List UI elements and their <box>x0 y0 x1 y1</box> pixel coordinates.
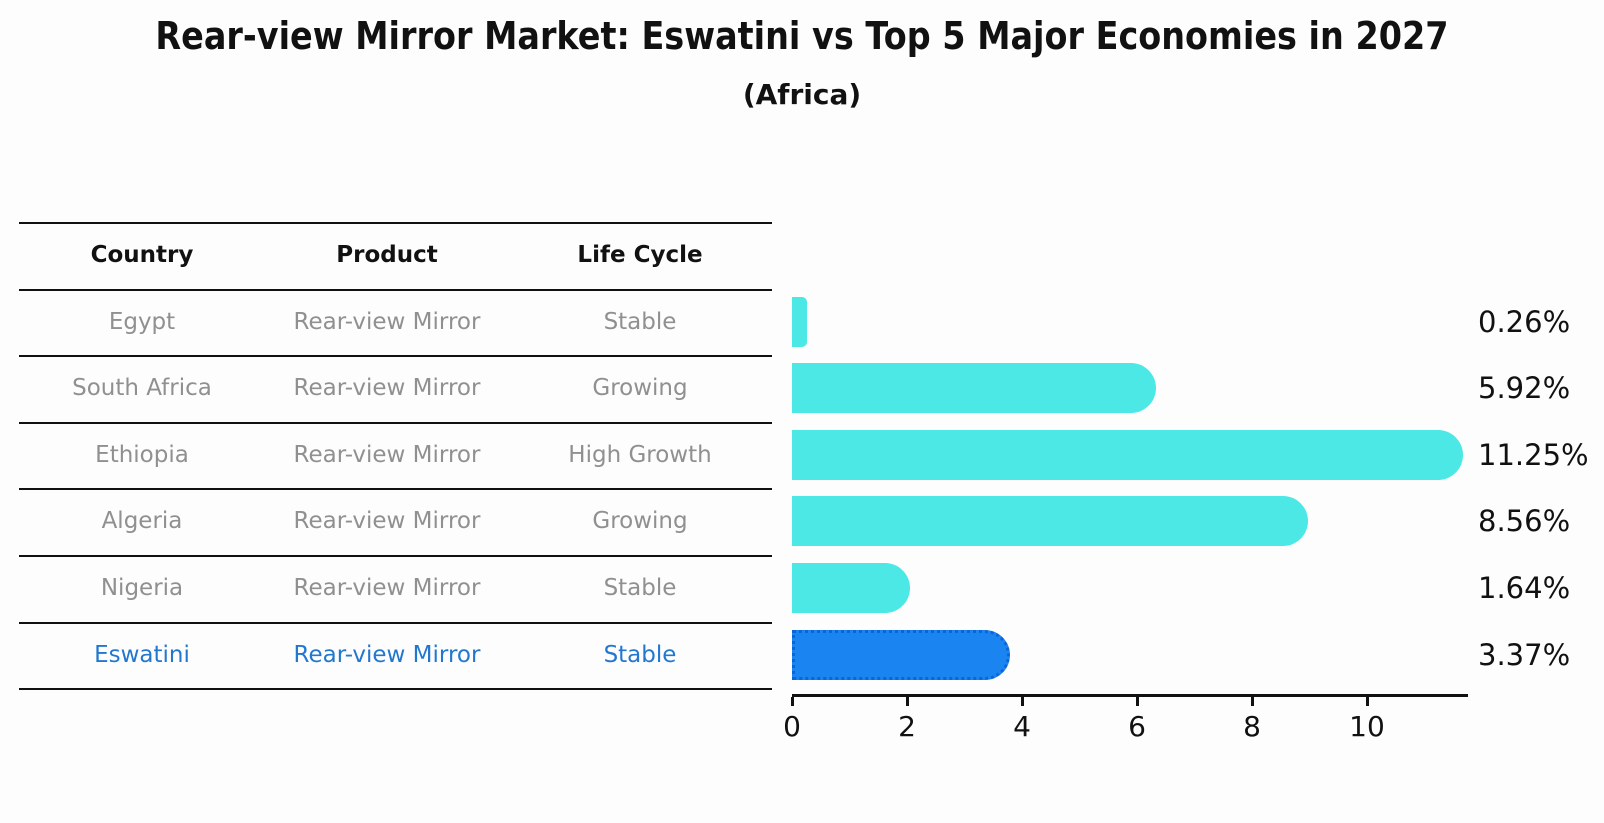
table-divider <box>19 622 772 624</box>
table-cell-country: Algeria <box>101 508 183 534</box>
table-cell-country: Nigeria <box>100 575 184 601</box>
value-label: 0.26% <box>1478 305 1571 339</box>
table-divider <box>19 688 772 690</box>
column-header-life-cycle: Life Cycle <box>577 242 703 268</box>
axis-tick-label: 0 <box>783 710 801 743</box>
axis-tick-label: 4 <box>1013 710 1031 743</box>
bar-ethiopia <box>792 430 1463 480</box>
table-cell-life_cycle: Stable <box>603 642 677 668</box>
x-axis-line <box>792 694 1468 697</box>
table-cell-country: South Africa <box>72 375 212 401</box>
bar-eswatini <box>792 630 1010 680</box>
value-label: 5.92% <box>1478 371 1571 405</box>
chart-subtitle: (Africa) <box>742 78 862 111</box>
axis-tick-label: 8 <box>1243 710 1261 743</box>
table-divider <box>19 555 772 557</box>
axis-tick <box>1020 697 1024 706</box>
axis-tick-label: 2 <box>898 710 916 743</box>
table-cell-life_cycle: High Growth <box>568 442 712 468</box>
bar-algeria <box>792 496 1308 546</box>
table-cell-product: Rear-view Mirror <box>293 309 481 335</box>
table-cell-country: Egypt <box>108 309 176 335</box>
bar-south-africa <box>792 363 1156 413</box>
axis-tick <box>1135 697 1139 706</box>
table-cell-country: Ethiopia <box>95 442 189 468</box>
axis-tick <box>1365 697 1369 706</box>
bar-nigeria <box>792 563 910 613</box>
chart-title: Rear-view Mirror Market: Eswatini vs Top… <box>155 14 1449 58</box>
value-label: 1.64% <box>1478 571 1571 605</box>
table-cell-life_cycle: Stable <box>603 575 677 601</box>
table-cell-life_cycle: Growing <box>592 375 688 401</box>
table-cell-product: Rear-view Mirror <box>293 575 481 601</box>
table-divider <box>19 289 772 291</box>
axis-tick <box>905 697 909 706</box>
table-cell-life_cycle: Stable <box>603 309 677 335</box>
column-header-product: Product <box>336 242 438 268</box>
axis-tick-label: 6 <box>1128 710 1146 743</box>
axis-tick <box>1250 697 1254 706</box>
table-divider <box>19 355 772 357</box>
table-divider <box>19 422 772 424</box>
value-label: 11.25% <box>1478 438 1589 472</box>
bar-egypt <box>792 297 807 347</box>
table-divider <box>19 488 772 490</box>
axis-tick <box>790 697 794 706</box>
table-divider <box>19 222 772 224</box>
table-cell-life_cycle: Growing <box>592 508 688 534</box>
table-cell-product: Rear-view Mirror <box>293 375 481 401</box>
table-cell-product: Rear-view Mirror <box>293 642 481 668</box>
table-cell-country: Eswatini <box>94 642 190 668</box>
table-cell-product: Rear-view Mirror <box>293 508 481 534</box>
value-label: 8.56% <box>1478 504 1571 538</box>
axis-tick-label: 10 <box>1349 710 1385 743</box>
column-header-country: Country <box>90 242 194 268</box>
table-cell-product: Rear-view Mirror <box>293 442 481 468</box>
value-label: 3.37% <box>1478 638 1571 672</box>
